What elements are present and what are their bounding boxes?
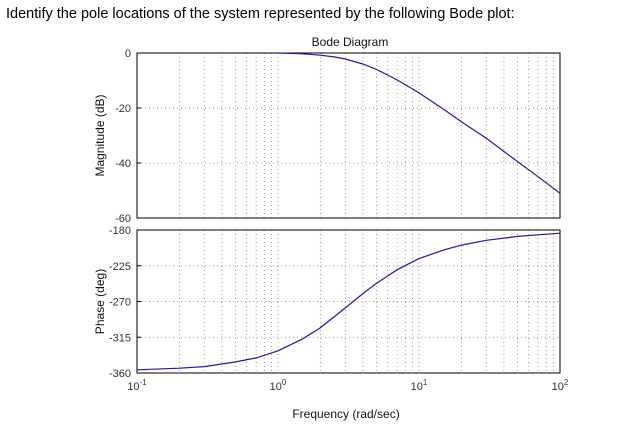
x-tick-label: 101	[411, 378, 428, 393]
y-tick-label: -40	[115, 158, 131, 170]
chart-title: Bode Diagram	[312, 35, 389, 49]
y-tick-label: -180	[109, 225, 131, 237]
y-tick-label: -60	[115, 213, 131, 225]
y-axis-label: Phase (deg)	[93, 269, 107, 334]
axes-frame	[136, 229, 561, 374]
y-axis-label: Magnitude (dB)	[93, 94, 107, 176]
y-tick-label: -360	[109, 368, 131, 380]
x-tick-label: 10-1	[127, 378, 147, 393]
x-axis-label: Frequency (rad/sec)	[292, 407, 399, 421]
x-tick-label: 102	[552, 378, 569, 393]
y-tick-label: -225	[109, 261, 131, 273]
magnitude-plot: 0 -20 -40 -60 Magnitude (dB)	[93, 48, 561, 225]
question-text: Identify the pole locations of the syste…	[6, 6, 515, 22]
x-tick-labels: 10-1 100 101 102	[127, 378, 569, 393]
axes-frame	[136, 52, 561, 219]
x-tick-label: 100	[270, 378, 287, 393]
y-tick-label: 0	[125, 48, 131, 60]
magnitude-curve	[277, 52, 561, 194]
phase-curve	[136, 232, 561, 371]
y-tick-label: -270	[109, 297, 131, 309]
y-tick-label: -315	[109, 332, 131, 344]
y-tick-label: -20	[115, 103, 131, 115]
phase-plot: -180 -225 -270 -315 -360 Phase (deg)	[93, 225, 561, 380]
